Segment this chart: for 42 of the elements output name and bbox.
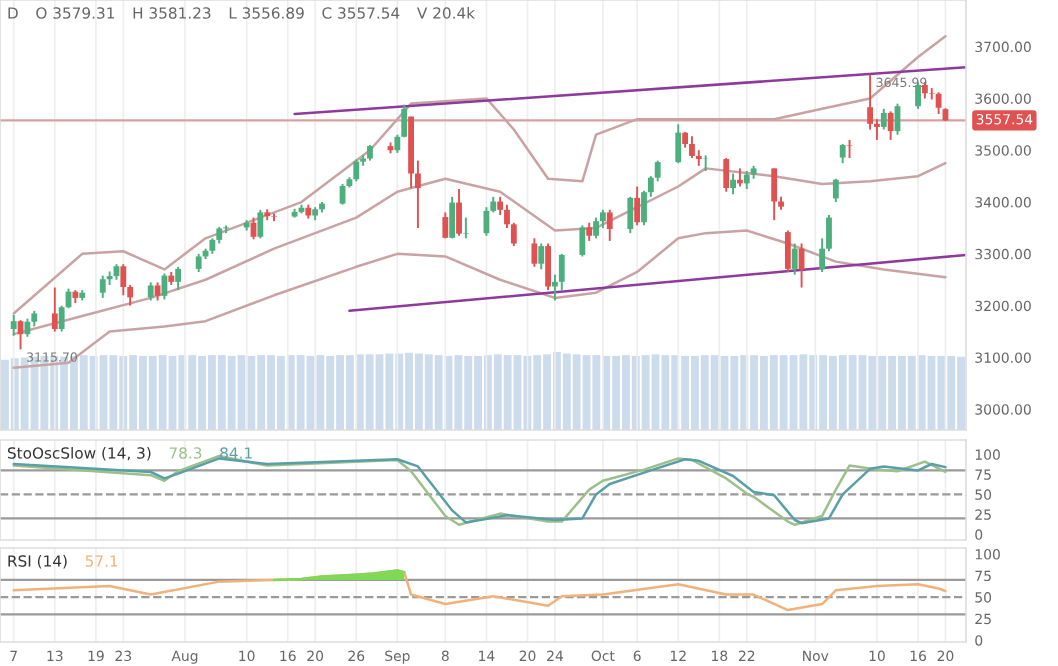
candlestick [771, 167, 778, 222]
candlestick [449, 195, 456, 240]
candlestick [545, 242, 551, 292]
candlestick [558, 252, 565, 292]
candlestick [689, 135, 695, 159]
candlestick [24, 317, 31, 338]
candlestick [353, 158, 360, 183]
candlestick [935, 91, 942, 115]
candlestick [223, 224, 229, 235]
candlestick [257, 208, 264, 240]
candlestick [627, 195, 634, 235]
candlestick [579, 224, 586, 258]
candlestick [634, 185, 641, 227]
candlestick [730, 172, 736, 196]
line-series [12, 35, 947, 315]
candlestick [846, 138, 853, 159]
candlestick [154, 281, 161, 302]
candlestick [175, 265, 182, 292]
candlestick [99, 274, 106, 299]
candlestick [839, 143, 846, 165]
candlestick [723, 157, 730, 193]
line-series [12, 161, 947, 336]
candlestick [606, 208, 613, 242]
candlestick [538, 242, 545, 271]
candlestick [10, 314, 17, 337]
candlestick [531, 237, 538, 268]
candlestick [456, 188, 462, 237]
candlestick [784, 229, 791, 273]
candlestick [147, 281, 154, 302]
candlestick [586, 221, 593, 242]
candlestick [271, 212, 277, 223]
candlestick [832, 177, 839, 204]
candlestick [887, 110, 894, 141]
candlestick [880, 107, 887, 131]
candlestick [442, 211, 449, 240]
candlestick [462, 216, 469, 240]
candlestick [593, 216, 599, 240]
candlestick [195, 252, 202, 273]
candlestick [51, 286, 58, 333]
candlestick [743, 169, 750, 191]
candlestick [791, 242, 798, 276]
candlestick [675, 123, 682, 165]
